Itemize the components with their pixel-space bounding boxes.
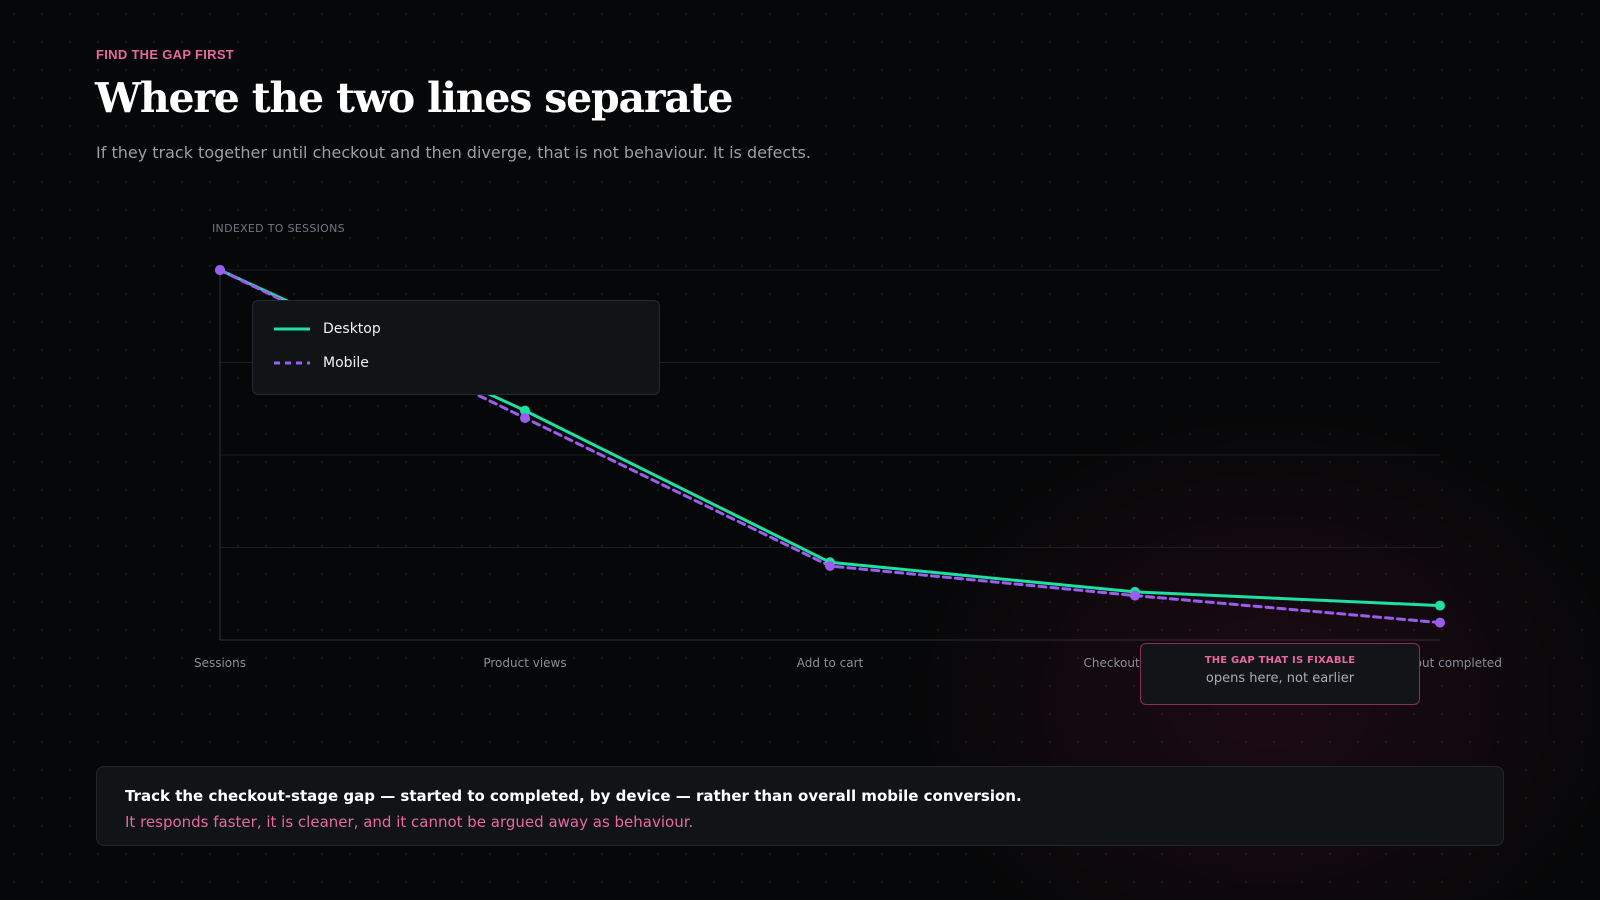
gap-callout: THE GAP THAT IS FIXABLE opens here, not … xyxy=(1140,643,1420,705)
data-point-mobile xyxy=(825,561,835,571)
callout-text: opens here, not earlier xyxy=(1205,671,1355,686)
eyebrow: FIND THE GAP FIRST xyxy=(96,47,235,62)
legend-item-mobile: Mobile xyxy=(273,355,369,371)
takeaway-headline: Track the checkout-stage gap — started t… xyxy=(125,787,1022,805)
chart-legend: Desktop Mobile xyxy=(252,300,660,395)
legend-item-desktop: Desktop xyxy=(273,321,381,337)
data-point-mobile xyxy=(1435,617,1445,628)
data-point-desktop xyxy=(520,405,530,416)
y-axis-label: INDEXED TO SESSIONS xyxy=(212,222,345,235)
legend-label-desktop: Desktop xyxy=(323,321,381,337)
axes xyxy=(219,270,1440,641)
callout-tag: THE GAP THAT IS FIXABLE xyxy=(1204,655,1356,666)
data-point-mobile xyxy=(1130,590,1140,601)
legend-swatch-solid xyxy=(274,327,310,331)
legend-swatch-dashed xyxy=(274,361,310,365)
x-tick-label: Product views xyxy=(483,656,566,670)
x-tick-label: Add to cart xyxy=(797,656,864,670)
data-point-desktop xyxy=(1435,600,1445,611)
data-point-mobile xyxy=(520,413,530,423)
page-title: Where the two lines separate xyxy=(95,74,733,122)
page-subtitle: If they track together until checkout an… xyxy=(96,143,811,162)
legend-label-mobile: Mobile xyxy=(323,355,369,371)
takeaway-panel: Track the checkout-stage gap — started t… xyxy=(96,766,1504,846)
x-tick-label: Sessions xyxy=(194,656,246,670)
data-point-mobile xyxy=(215,265,225,275)
takeaway-subline: It responds faster, it is cleaner, and i… xyxy=(125,813,694,831)
